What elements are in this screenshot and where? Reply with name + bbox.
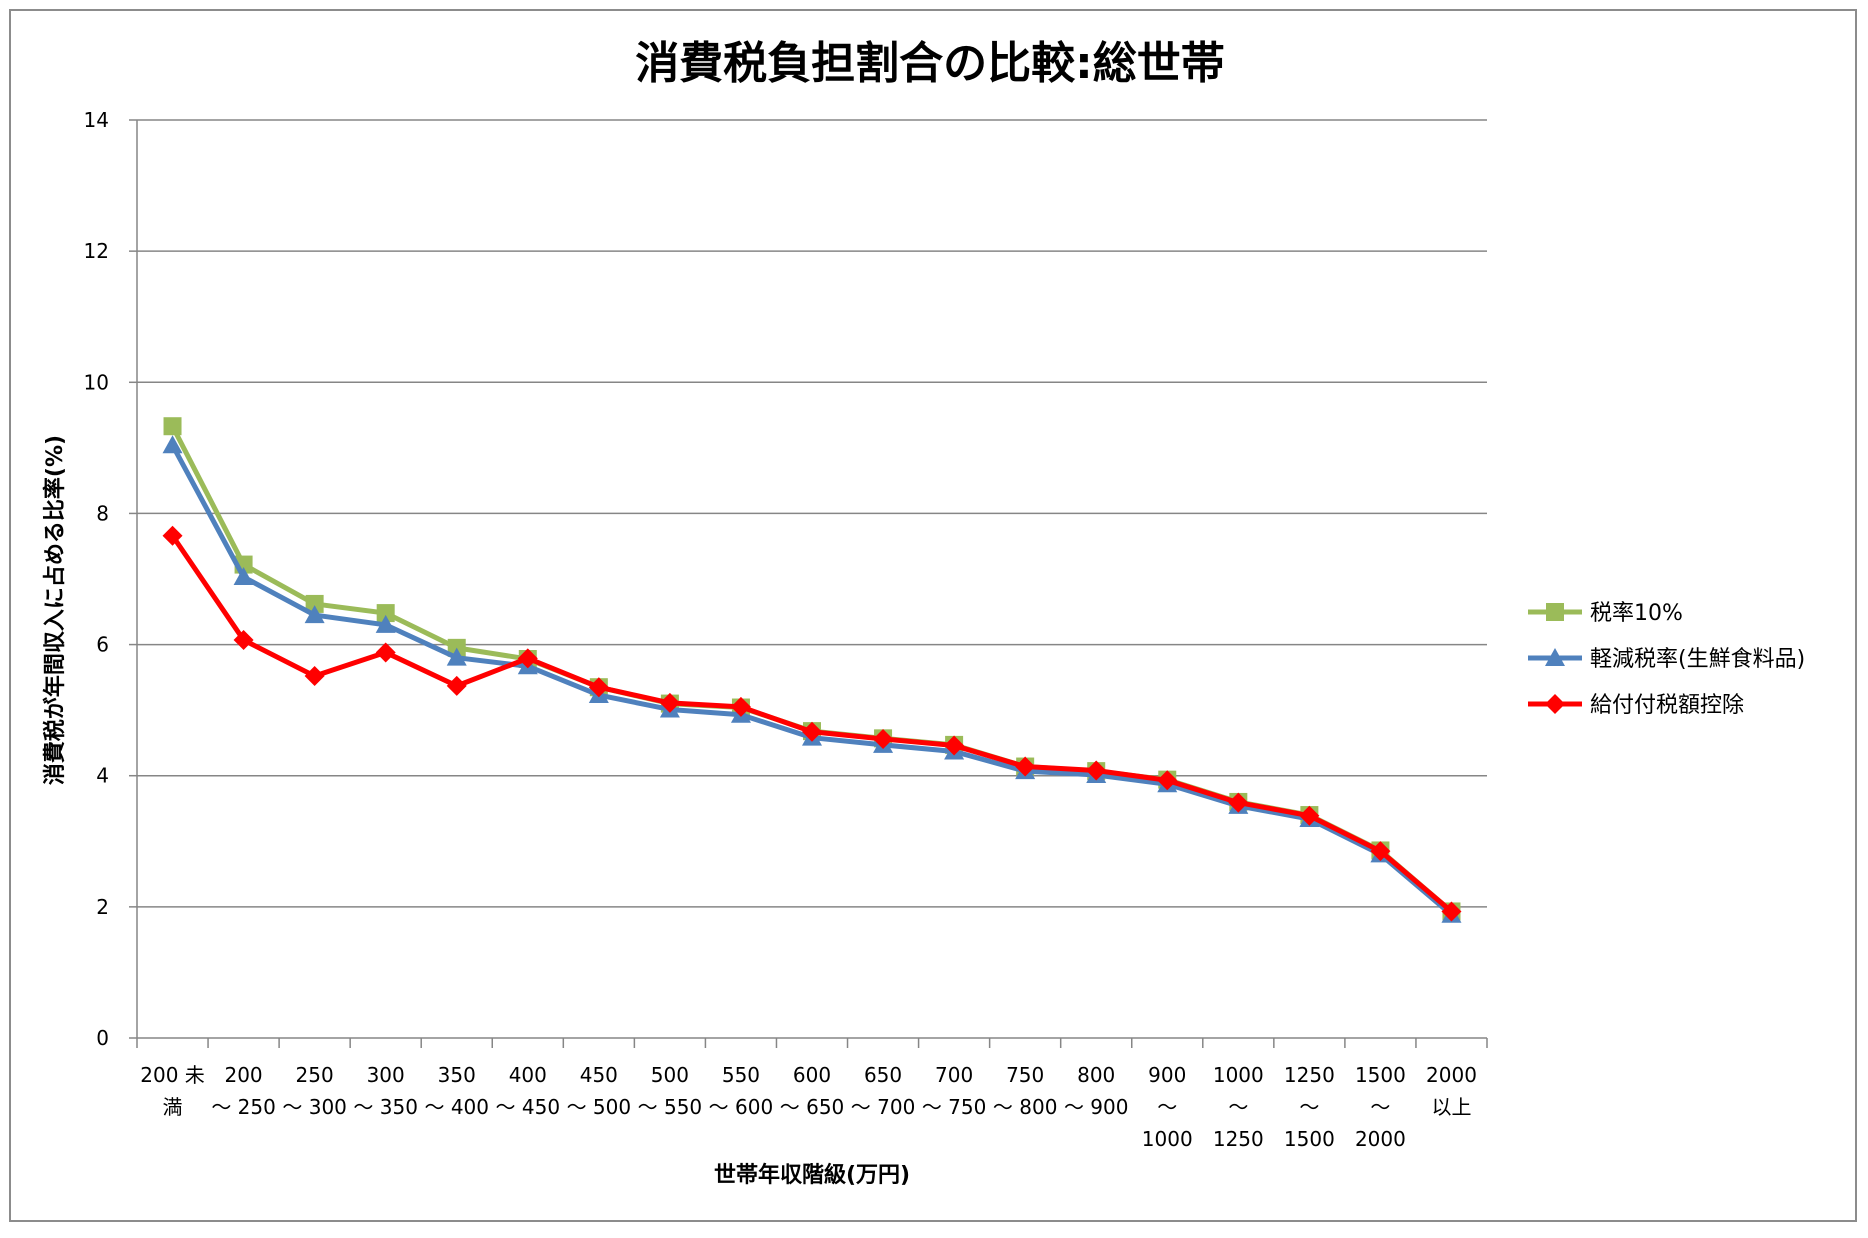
data-point (233, 629, 254, 650)
x-tick-label: 2000 以上 (1426, 1063, 1477, 1119)
x-tick-label: 550 ～ 600 (709, 1063, 774, 1119)
x-tick-label: 1500 ～ 2000 (1355, 1063, 1406, 1151)
data-point (588, 677, 609, 698)
chart-title: 消費税負担割合の比較:総世帯 (635, 38, 1225, 89)
x-tick-label: 900 ～ 1000 (1142, 1063, 1193, 1151)
data-point (1370, 841, 1391, 862)
data-point (446, 675, 467, 696)
x-tick-label: 1000 ～ 1250 (1213, 1063, 1264, 1151)
y-tick-label: 4 (96, 764, 109, 788)
x-tick-label: 1250 ～ 1500 (1284, 1063, 1335, 1151)
gridlines (137, 119, 1487, 908)
data-point (304, 666, 325, 687)
x-tick-label: 500 ～ 550 (638, 1063, 703, 1119)
legend-label: 給付付税額控除 (1590, 693, 1744, 718)
x-tick-label: 650 ～ 700 (851, 1063, 916, 1119)
data-point (375, 614, 396, 633)
data-point (1086, 760, 1107, 781)
legend-label: 税率10% (1590, 601, 1683, 626)
legend: 税率10% 軽減税率(生鮮食料品) 給付付税額控除 (1528, 601, 1805, 718)
y-tick-label: 0 (96, 1026, 109, 1050)
data-point (659, 692, 680, 713)
data-point (1157, 770, 1178, 791)
data-point (375, 642, 396, 663)
x-tick-label: 300 ～ 350 (353, 1063, 418, 1119)
x-tick-label: 200 未満 (140, 1063, 205, 1119)
data-point (802, 721, 822, 742)
y-tick-label: 8 (96, 501, 109, 525)
data-point (304, 605, 325, 624)
data-point (1015, 756, 1036, 777)
y-tick-label: 6 (96, 633, 109, 657)
data-point (446, 647, 467, 666)
x-tick-label: 800 ～ 900 (1064, 1063, 1129, 1119)
legend-item: 給付付税額控除 (1528, 693, 1744, 718)
data-point (873, 728, 894, 749)
x-tick-label: 250 ～ 300 (282, 1063, 347, 1119)
data-point (1441, 901, 1462, 922)
legend-label: 軽減税率(生鮮食料品) (1590, 647, 1805, 672)
legend-item: 税率10% (1528, 601, 1683, 626)
data-point (305, 594, 324, 613)
data-point (730, 696, 751, 717)
data-point (162, 435, 183, 454)
series-lines (162, 417, 1462, 923)
y-tick-labels: 0 2 4 6 8 10 12 14 (84, 108, 109, 1050)
chart-frame (9, 9, 1857, 1222)
y-axis-label: 消費税が年間収入に占める比率(%) (42, 435, 68, 785)
legend-swatch-marker (1546, 603, 1564, 621)
data-point (376, 604, 395, 623)
y-tick-label: 10 (84, 370, 109, 394)
x-tick-label: 750 ～ 800 (993, 1063, 1058, 1119)
x-tick-label: 450 ～ 500 (567, 1063, 632, 1119)
x-tick-label: 350 ～ 400 (424, 1063, 489, 1119)
axes (129, 119, 1488, 1048)
data-point (1228, 792, 1249, 813)
y-tick-label: 14 (84, 108, 109, 132)
y-tick-label: 2 (96, 895, 109, 919)
x-tick-label: 200 ～ 250 (211, 1063, 276, 1119)
data-point (944, 735, 965, 756)
y-tick-label: 12 (84, 239, 109, 263)
data-point (517, 648, 538, 669)
data-point (163, 417, 182, 436)
series-3 (162, 525, 1462, 922)
data-point (1299, 805, 1320, 826)
legend-swatch-marker (1545, 648, 1565, 666)
data-point (162, 525, 183, 546)
x-tick-label: 400 ～ 450 (496, 1063, 561, 1119)
legend-swatch-marker (1545, 694, 1565, 714)
x-axis-label: 世帯年収階級(万円) (714, 1162, 910, 1188)
x-tick-label: 600 ～ 650 (780, 1063, 845, 1119)
legend-item: 軽減税率(生鮮食料品) (1528, 647, 1805, 672)
data-point (233, 567, 254, 586)
x-tick-label: 700 ～ 750 (922, 1063, 987, 1119)
